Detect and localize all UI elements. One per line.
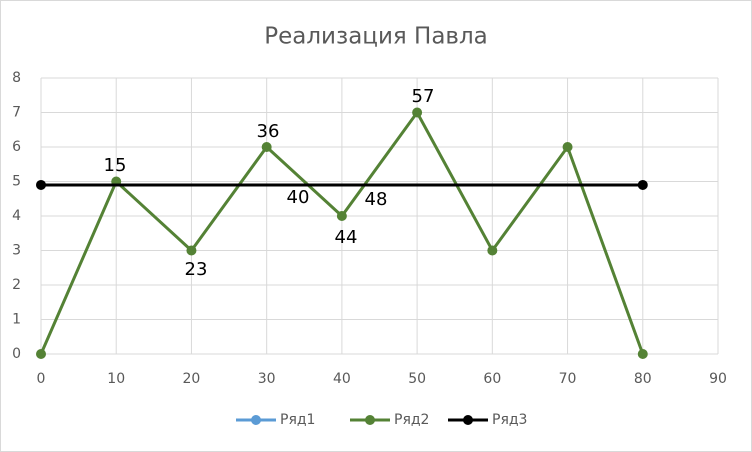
data-point bbox=[487, 245, 498, 256]
data-point bbox=[637, 349, 648, 359]
annotation: 36 bbox=[257, 121, 280, 142]
y-tick-label: 3 bbox=[12, 243, 21, 259]
y-tick-label: 7 bbox=[12, 105, 21, 121]
y-tick-label: 8 bbox=[12, 70, 21, 86]
data-point bbox=[36, 349, 46, 359]
x-tick-label: 20 bbox=[183, 371, 201, 387]
y-tick-label: 5 bbox=[12, 174, 21, 190]
y-tick-label: 2 bbox=[12, 277, 21, 293]
legend-marker bbox=[463, 415, 473, 425]
legend-marker bbox=[365, 415, 375, 425]
x-tick-label: 50 bbox=[408, 371, 426, 387]
x-tick-label: 40 bbox=[333, 371, 351, 387]
x-tick-label: 80 bbox=[634, 371, 652, 387]
x-tick-label: 10 bbox=[107, 371, 125, 387]
x-tick-label: 0 bbox=[37, 371, 46, 387]
data-point bbox=[412, 107, 423, 118]
chart-title: Реализация Павла bbox=[264, 24, 488, 50]
x-tick-label: 90 bbox=[709, 371, 727, 387]
annotation: 57 bbox=[412, 86, 435, 107]
y-tick-label: 6 bbox=[12, 139, 21, 155]
annotation: 44 bbox=[335, 227, 358, 248]
y-tick-label: 4 bbox=[12, 208, 21, 224]
legend-label: Ряд3 bbox=[492, 412, 527, 428]
y-tick-label: 1 bbox=[12, 312, 21, 328]
annotation: 40 bbox=[287, 187, 310, 208]
data-point bbox=[336, 211, 347, 221]
x-tick-label: 60 bbox=[483, 371, 501, 387]
data-point bbox=[186, 245, 197, 256]
y-tick-label: 0 bbox=[12, 346, 21, 362]
annotation: 15 bbox=[104, 155, 127, 176]
legend-label: Ряд1 bbox=[280, 412, 315, 428]
data-point bbox=[261, 142, 272, 152]
legend-label: Ряд2 bbox=[394, 412, 429, 428]
x-tick-label: 70 bbox=[559, 371, 577, 387]
data-point bbox=[637, 179, 648, 190]
x-tick-label: 30 bbox=[258, 371, 276, 387]
annotation: 23 bbox=[185, 259, 208, 280]
data-point bbox=[36, 179, 46, 190]
annotation: 48 bbox=[365, 189, 388, 210]
data-point bbox=[562, 142, 573, 152]
legend-marker bbox=[251, 415, 261, 425]
